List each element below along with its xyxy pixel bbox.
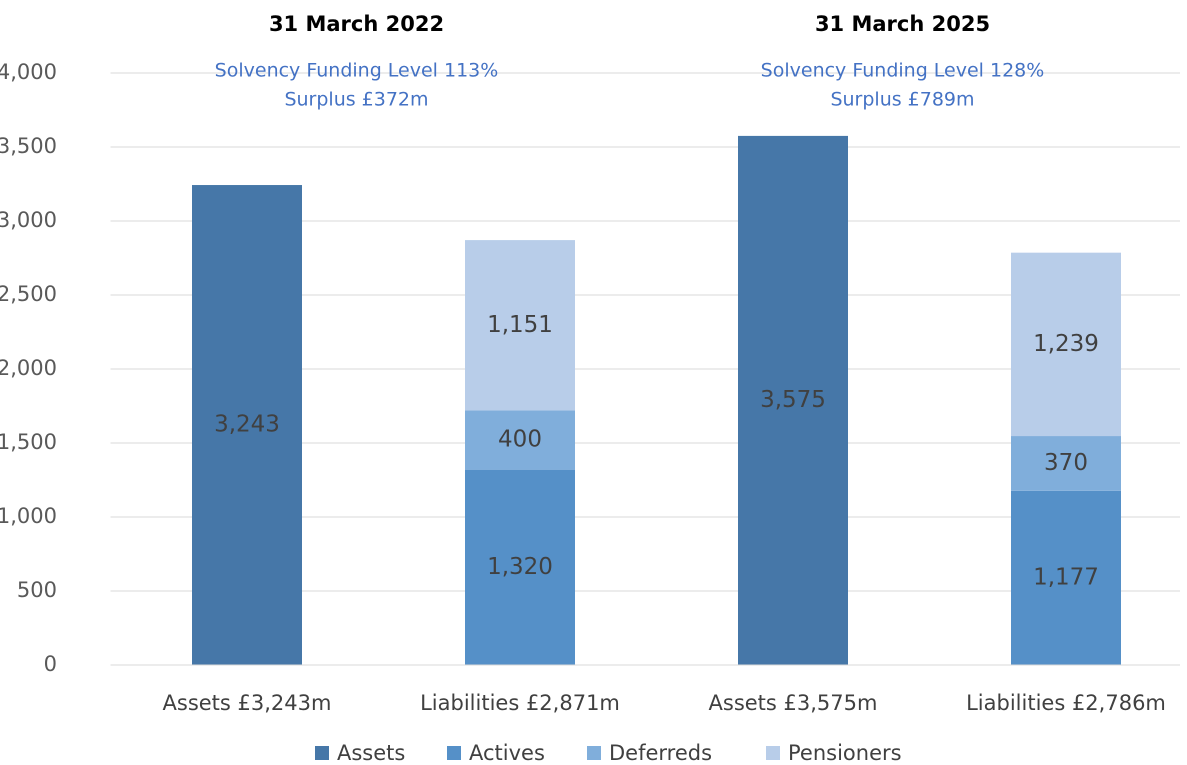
data-label: 1,151 bbox=[487, 312, 553, 338]
bar-segment bbox=[465, 240, 575, 411]
bar-segment bbox=[465, 410, 575, 470]
legend-label: Assets bbox=[337, 741, 405, 765]
bar-segment bbox=[1011, 490, 1121, 665]
y-tick-label: 2,500 bbox=[0, 282, 57, 306]
bar-segment bbox=[1011, 252, 1121, 437]
group-note: Solvency Funding Level 113% bbox=[215, 60, 499, 82]
y-tick-label: 4,000 bbox=[0, 60, 57, 84]
legend-label: Actives bbox=[469, 741, 545, 765]
y-tick-label: 3,000 bbox=[0, 208, 57, 232]
legend-swatch bbox=[447, 746, 461, 760]
group-note: Solvency Funding Level 128% bbox=[761, 60, 1045, 82]
x-tick-label: Assets £3,243m bbox=[163, 691, 332, 715]
y-tick-label: 1,500 bbox=[0, 430, 57, 454]
y-tick-label: 1,000 bbox=[0, 504, 57, 528]
group-note: Surplus £372m bbox=[284, 89, 428, 111]
y-tick-label: 3,500 bbox=[0, 134, 57, 158]
data-label: 3,243 bbox=[214, 412, 280, 438]
bar-segment bbox=[738, 135, 848, 665]
bar-segment bbox=[192, 185, 302, 665]
y-tick-label: 2,000 bbox=[0, 356, 57, 380]
y-tick-label: 0 bbox=[44, 652, 57, 676]
y-tick-label: 500 bbox=[17, 578, 57, 602]
group-heading: 31 March 2022 bbox=[269, 12, 444, 36]
x-tick-label: Liabilities £2,871m bbox=[420, 691, 620, 715]
bar-segment bbox=[1011, 436, 1121, 491]
legend-label: Pensioners bbox=[788, 741, 902, 765]
data-label: 400 bbox=[498, 427, 542, 453]
data-label: 1,239 bbox=[1033, 331, 1099, 357]
data-label: 3,575 bbox=[760, 387, 826, 413]
bar-segment bbox=[465, 469, 575, 665]
data-label: 370 bbox=[1044, 450, 1088, 476]
data-label: 1,320 bbox=[487, 554, 553, 580]
data-label: 1,177 bbox=[1033, 564, 1099, 590]
legend-swatch bbox=[315, 746, 329, 760]
x-tick-label: Assets £3,575m bbox=[709, 691, 878, 715]
legend-swatch bbox=[587, 746, 601, 760]
legend-label: Deferreds bbox=[609, 741, 712, 765]
group-note: Surplus £789m bbox=[830, 89, 974, 111]
group-heading: 31 March 2025 bbox=[815, 12, 990, 36]
legend-swatch bbox=[766, 746, 780, 760]
x-tick-label: Liabilities £2,786m bbox=[966, 691, 1166, 715]
